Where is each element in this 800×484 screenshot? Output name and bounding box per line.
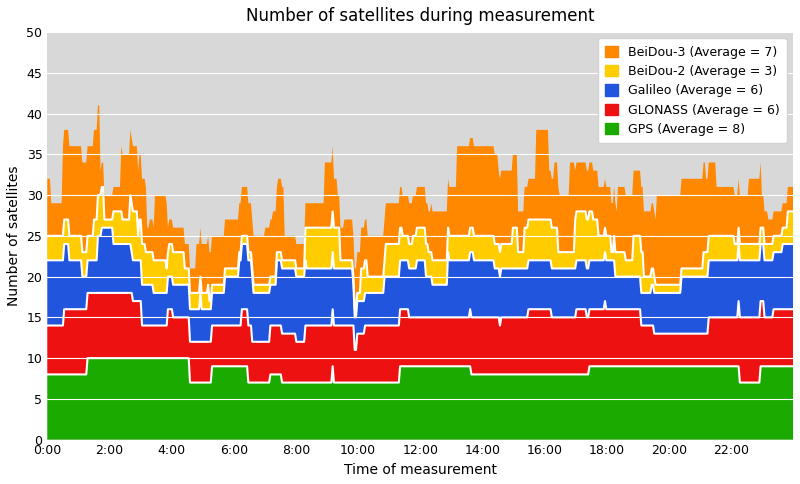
X-axis label: Time of measurement: Time of measurement (344, 463, 497, 477)
Y-axis label: Number of satellites: Number of satellites (7, 166, 21, 306)
Title: Number of satellites during measurement: Number of satellites during measurement (246, 7, 594, 25)
Legend: BeiDou-3 (Average = 7), BeiDou-2 (Average = 3), Galileo (Average = 6), GLONASS (: BeiDou-3 (Average = 7), BeiDou-2 (Averag… (598, 38, 787, 143)
